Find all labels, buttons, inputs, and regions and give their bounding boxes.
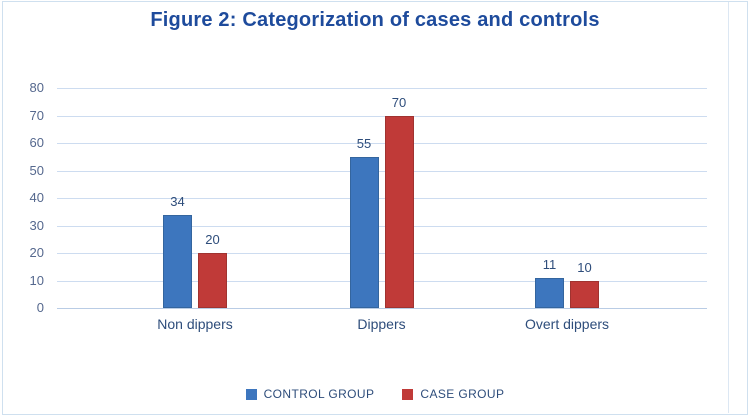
legend-swatch-control-group [245, 388, 257, 400]
bar-case-group-overt-dippers [570, 280, 599, 308]
y-axis-tick-labels: 0 10 20 30 40 50 60 70 80 [0, 0, 44, 419]
x-axis-line [57, 308, 707, 309]
data-label-case-group-overt-dippers: 10 [577, 259, 592, 275]
data-label-case-group-dippers: 70 [391, 94, 407, 110]
y-tick-label-60: 60 [29, 135, 44, 150]
y-tick-label-10: 10 [29, 272, 44, 288]
chart-right-edge-line [728, 2, 729, 413]
y-tick-label-50: 50 [29, 162, 44, 178]
legend-label-case-group: CASE GROUP [420, 387, 505, 401]
legend: CONTROL GROUP CASE GROUP [0, 387, 750, 401]
data-label-control-group-overt-dippers: 11 [542, 256, 557, 272]
gridline [57, 280, 707, 282]
data-label-case-group-non-dippers: 20 [205, 232, 220, 247]
y-tick-label-0: 0 [36, 300, 44, 315]
y-tick-label-70: 70 [29, 107, 44, 123]
gridline [57, 88, 707, 89]
y-tick-label-30: 30 [29, 217, 44, 233]
category-label-non-dippers: Non dippers [157, 316, 233, 332]
legend-item-control-group: CONTROL GROUP [245, 387, 375, 401]
bar-case-group-dippers [384, 115, 414, 308]
legend-swatch-case-group [402, 388, 414, 400]
gridline [57, 143, 707, 144]
legend-label-control-group: CONTROL GROUP [263, 387, 375, 401]
chart-title: Figure 2: Categorization of cases and co… [150, 9, 600, 31]
gridline [57, 198, 707, 199]
legend-item-case-group: CASE GROUP [402, 387, 504, 401]
gridline [57, 225, 707, 227]
category-label-dippers: Dippers [357, 316, 406, 332]
category-label-overt-dippers: Overt dippers [524, 316, 610, 332]
gridline [57, 253, 707, 254]
gridline [57, 170, 707, 172]
plot-area: 34 55 11 20 70 10 [57, 88, 707, 309]
bar-control-group-non-dippers [163, 214, 192, 308]
y-tick-label-20: 20 [29, 245, 44, 260]
y-tick-label-80: 80 [29, 80, 44, 95]
bar-control-group-overt-dippers [535, 277, 564, 308]
data-label-control-group-non-dippers: 34 [170, 193, 185, 209]
y-tick-label-40: 40 [29, 190, 44, 205]
x-axis-category-labels: Non dippers Dippers Overt dippers [57, 316, 707, 336]
data-label-control-group-dippers: 55 [356, 135, 372, 151]
gridline [57, 115, 707, 117]
bar-case-group-non-dippers [198, 253, 227, 308]
bar-control-group-dippers [349, 156, 379, 308]
